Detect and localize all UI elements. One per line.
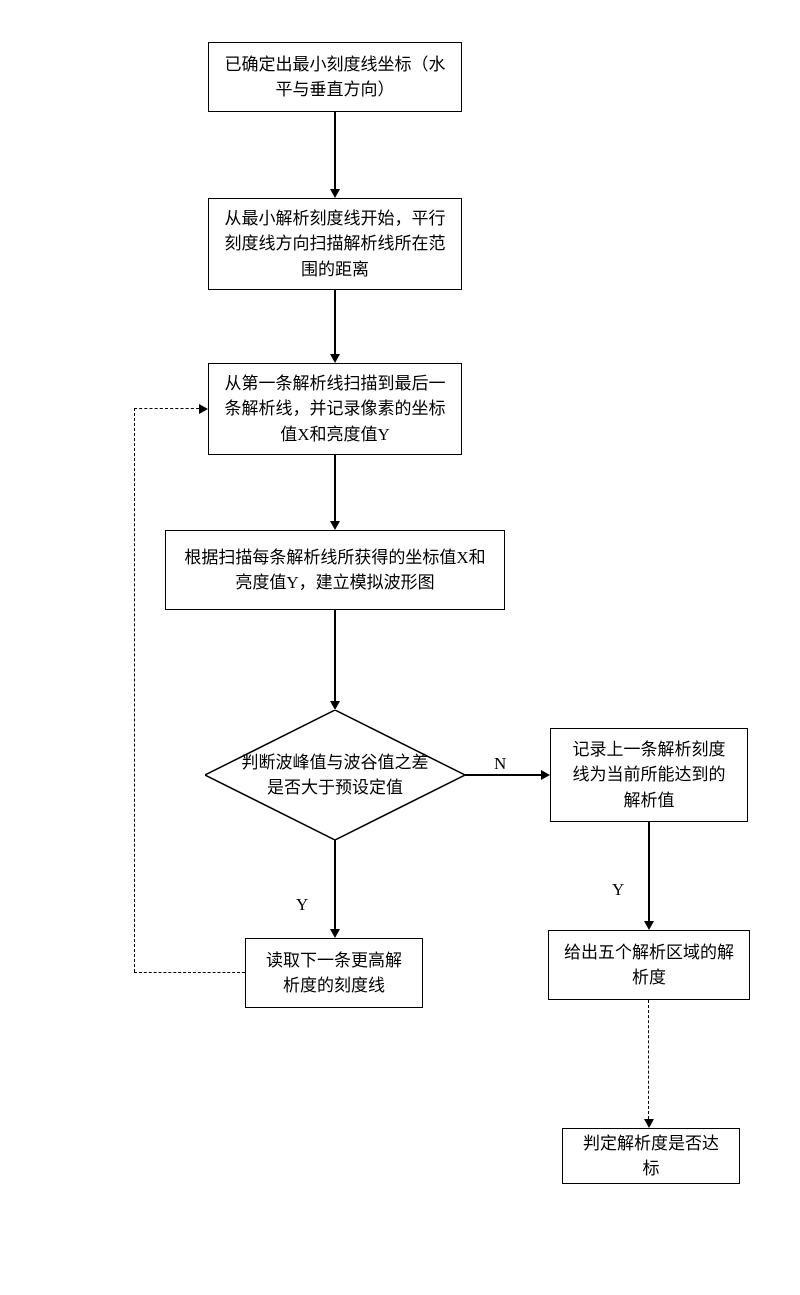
edge xyxy=(334,610,336,701)
label-no: N xyxy=(494,754,506,774)
arrow-head xyxy=(330,521,340,530)
label-yes-mid: Y xyxy=(612,880,624,900)
node-start: 已确定出最小刻度线坐标（水平与垂直方向） xyxy=(208,42,462,112)
node-output-resolution: 给出五个解析区域的解析度 xyxy=(548,930,750,1000)
node-scan-start: 从最小解析刻度线开始，平行刻度线方向扫描解析线所在范围的距离 xyxy=(208,198,462,290)
node-judge-standard: 判定解析度是否达标 xyxy=(562,1128,740,1184)
arrow-head xyxy=(330,701,340,710)
edge-dashed-loop-v xyxy=(134,408,135,972)
node-text: 根据扫描每条解析线所获得的坐标值X和亮度值Y，建立模拟波形图 xyxy=(180,545,490,596)
edge xyxy=(465,774,541,776)
flowchart-container: 已确定出最小刻度线坐标（水平与垂直方向） 从最小解析刻度线开始，平行刻度线方向扫… xyxy=(0,0,800,1295)
edge xyxy=(334,290,336,354)
edge-dashed xyxy=(648,1000,649,1119)
node-text: 已确定出最小刻度线坐标（水平与垂直方向） xyxy=(223,52,447,103)
node-record-prev: 记录上一条解析刻度线为当前所能达到的解析值 xyxy=(550,728,748,822)
arrow-head xyxy=(541,770,550,780)
node-scan-lines: 从第一条解析线扫描到最后一条解析线，并记录像素的坐标值X和亮度值Y xyxy=(208,363,462,455)
node-read-next: 读取下一条更高解析度的刻度线 xyxy=(245,938,423,1008)
arrow-head xyxy=(330,354,340,363)
edge xyxy=(334,840,336,929)
node-text: 判定解析度是否达标 xyxy=(577,1131,725,1182)
arrow-head xyxy=(330,929,340,938)
node-text: 读取下一条更高解析度的刻度线 xyxy=(260,948,408,999)
node-text: 给出五个解析区域的解析度 xyxy=(563,940,735,991)
edge xyxy=(334,112,336,189)
label-yes-left: Y xyxy=(296,895,308,915)
arrow-head xyxy=(199,404,208,414)
node-text: 从第一条解析线扫描到最后一条解析线，并记录像素的坐标值X和亮度值Y xyxy=(223,371,447,448)
arrow-head xyxy=(330,189,340,198)
arrow-head xyxy=(644,921,654,930)
node-build-waveform: 根据扫描每条解析线所获得的坐标值X和亮度值Y，建立模拟波形图 xyxy=(165,530,505,610)
node-text: 判断波峰值与波谷值之差是否大于预设定值 xyxy=(205,750,465,801)
edge-dashed-loop-h2 xyxy=(134,408,199,409)
edge-dashed-loop-h1 xyxy=(134,972,245,973)
edge xyxy=(648,822,650,921)
edge xyxy=(334,455,336,521)
node-text: 记录上一条解析刻度线为当前所能达到的解析值 xyxy=(565,737,733,814)
node-decision: 判断波峰值与波谷值之差是否大于预设定值 xyxy=(205,710,465,840)
node-text: 从最小解析刻度线开始，平行刻度线方向扫描解析线所在范围的距离 xyxy=(223,206,447,283)
arrow-head xyxy=(644,1119,654,1128)
